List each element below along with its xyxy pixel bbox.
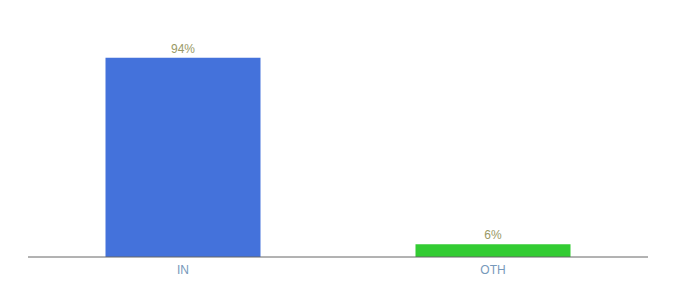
svg-text:OTH: OTH	[480, 263, 505, 277]
svg-text:6%: 6%	[484, 228, 502, 242]
svg-text:IN: IN	[177, 263, 189, 277]
svg-text:94%: 94%	[171, 42, 195, 56]
